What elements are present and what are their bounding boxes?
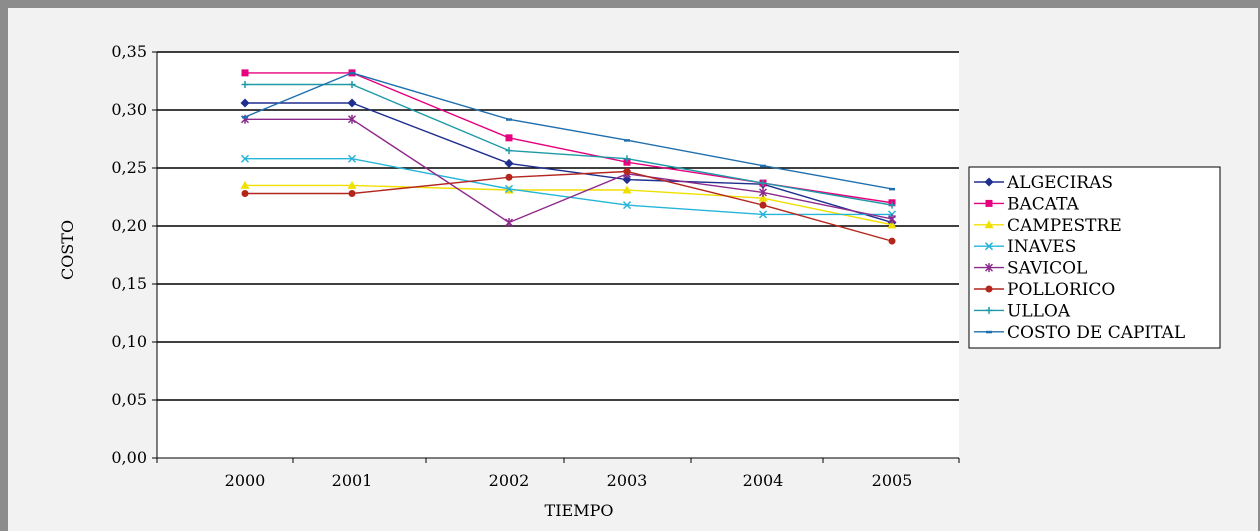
marker-star [887, 214, 897, 224]
legend: ALGECIRASBACATACAMPESTREINAVESSAVICOLPOL… [968, 166, 1221, 349]
marker-diamond [622, 175, 632, 185]
marker-diamond [504, 158, 514, 168]
y-tick-label: 0,25 [111, 158, 147, 177]
marker-circle [348, 190, 356, 198]
y-tick-label: 0,35 [111, 42, 147, 61]
marker-star [504, 218, 514, 228]
marker-x [504, 184, 514, 193]
legend-entry: ALGECIRAS [974, 173, 1113, 193]
axes: 0,00 0,05 0,10 0,15 0,20 0,25 0,30 0,35 2000 2001… [111, 42, 960, 490]
gridlines [157, 51, 959, 401]
legend-box [968, 166, 1221, 349]
series-pollorico [241, 167, 896, 245]
y-tick-label: 0,15 [111, 274, 147, 293]
x-tick-label: 2000 [225, 471, 266, 490]
legend-label: CAMPESTRE [1007, 216, 1122, 236]
series-line [245, 102, 893, 224]
marker-triangle [347, 180, 357, 189]
marker-triangle [622, 185, 632, 194]
x-axis-title: TIEMPO [545, 501, 614, 520]
series-costo-de-capital [242, 71, 895, 191]
marker-circle [241, 190, 249, 198]
series-line [245, 170, 893, 242]
marker-x [984, 242, 994, 251]
marker-circle [759, 201, 767, 209]
marker-square [985, 199, 993, 207]
series-line [245, 184, 893, 226]
x-tick-label: 2005 [872, 471, 913, 490]
y-tick-label: 0,20 [111, 216, 147, 235]
marker-dash [506, 118, 512, 121]
legend-entry: INAVES [974, 237, 1076, 257]
marker-star [347, 114, 357, 124]
marker-circle [623, 167, 631, 175]
marker-diamond [984, 177, 994, 187]
marker-plus [241, 80, 249, 88]
legend-entry: ULLOA [974, 301, 1071, 321]
marker-x [347, 154, 357, 163]
x-tick-label: 2001 [332, 471, 373, 490]
marker-diamond [240, 98, 250, 108]
marker-plus [759, 179, 767, 187]
marker-circle [985, 285, 993, 293]
marker-star [758, 187, 768, 197]
y-tick-label: 0,10 [111, 332, 147, 351]
x-tick-label: 2003 [607, 471, 648, 490]
marker-dash [889, 187, 895, 191]
series-line [244, 72, 893, 190]
legend-label: POLLORICO [1007, 280, 1115, 300]
marker-square [505, 134, 513, 142]
marker-circle [505, 173, 513, 181]
marker-x [240, 154, 250, 163]
marker-plus [623, 155, 631, 163]
legend-label: ALGECIRAS [1006, 173, 1113, 193]
series-ulloa [241, 80, 896, 209]
x-tick-label: 2004 [743, 471, 784, 490]
marker-x [758, 210, 768, 219]
x-tick-label: 2002 [489, 471, 530, 490]
legend-entry: BACATA [974, 194, 1080, 214]
marker-triangle [240, 180, 250, 189]
marker-plus [505, 147, 513, 155]
marker-circle [888, 237, 896, 245]
y-tick-label: 0,05 [111, 390, 147, 409]
marker-plus [985, 306, 993, 314]
legend-label: BACATA [1007, 194, 1080, 214]
legend-label: ULLOA [1007, 301, 1071, 321]
marker-plus [348, 80, 356, 88]
series-line [245, 118, 893, 224]
y-tick-label: 0,30 [111, 100, 147, 119]
y-axis-title: COSTO [58, 220, 77, 280]
plot-area [157, 52, 959, 458]
marker-dash [986, 330, 992, 334]
marker-triangle [984, 220, 994, 229]
marker-dash [242, 115, 248, 119]
marker-dash [760, 164, 766, 168]
marker-star [984, 263, 994, 273]
y-tick-label: 0,00 [111, 448, 147, 467]
legend-entry: POLLORICO [974, 280, 1115, 300]
marker-x [622, 201, 632, 210]
marker-dash [624, 139, 630, 142]
marker-triangle [758, 193, 768, 202]
legend-label: SAVICOL [1007, 259, 1087, 279]
marker-triangle [887, 220, 897, 229]
legend-label: INAVES [1007, 237, 1076, 257]
marker-diamond [347, 98, 357, 108]
marker-dash [349, 71, 355, 75]
series-line [245, 83, 893, 206]
marker-square [241, 69, 249, 77]
series-line [245, 157, 892, 216]
marker-plus [888, 201, 896, 209]
legend-entry: SAVICOL [974, 259, 1087, 279]
legend-label: COSTO DE CAPITAL [1007, 323, 1185, 343]
legend-entry: CAMPESTRE [974, 216, 1122, 236]
legend-entry: COSTO DE CAPITAL [974, 323, 1185, 343]
series-lines [240, 69, 897, 245]
